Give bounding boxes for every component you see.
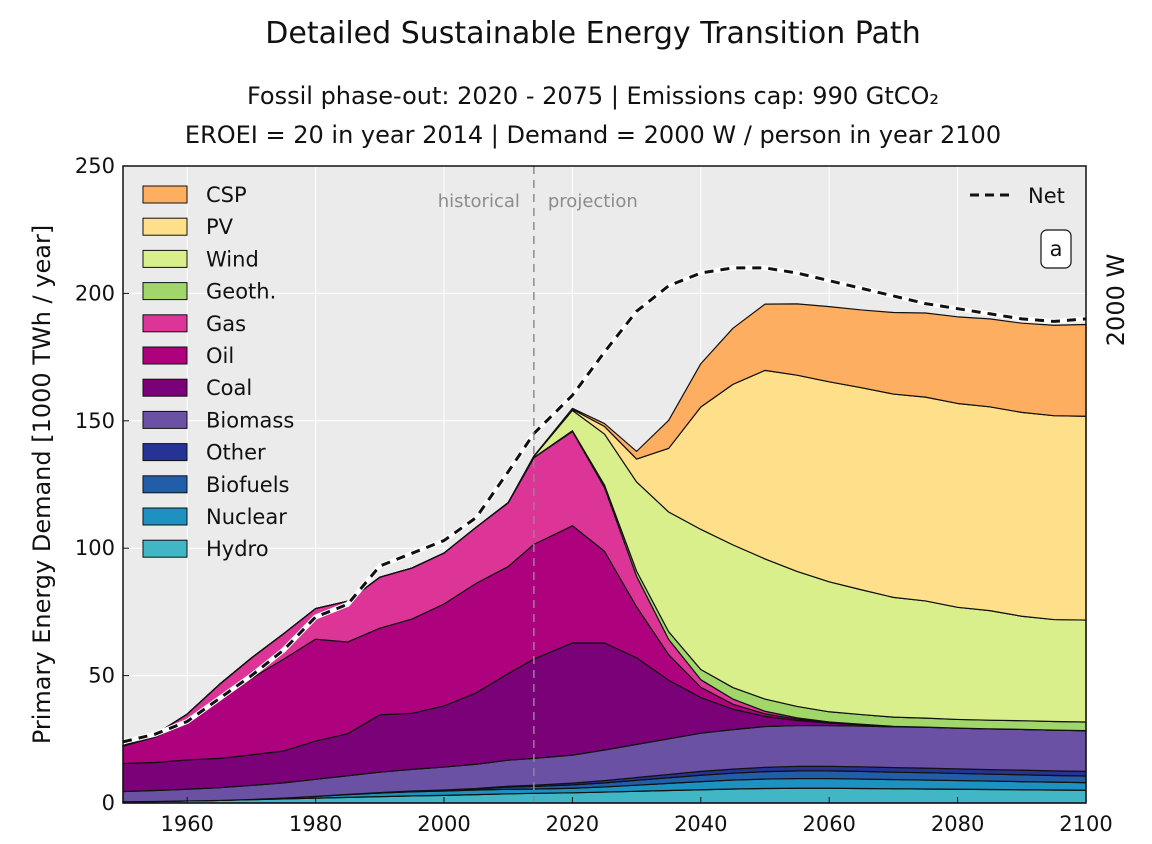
y-tick-label-0: 0 bbox=[102, 791, 115, 815]
historical-divider: historical projection bbox=[438, 166, 638, 803]
x-tick-label-2040: 2040 bbox=[674, 812, 727, 836]
annotation-historical: historical bbox=[438, 191, 520, 212]
plot-frame bbox=[122, 165, 1087, 804]
x-tick-label-2100: 2100 bbox=[1059, 812, 1112, 836]
legend-label-hydro: Hydro bbox=[206, 537, 269, 561]
legend-label-geoth: Geoth. bbox=[206, 280, 276, 304]
y-tick-label-250: 250 bbox=[75, 154, 115, 178]
annotation-projection: projection bbox=[548, 191, 638, 212]
legend-swatch-other bbox=[142, 443, 188, 462]
legend-swatch-geoth bbox=[142, 282, 188, 301]
chart-title: Detailed Sustainable Energy Transition P… bbox=[265, 16, 921, 51]
legend-swatch-csp bbox=[142, 185, 188, 204]
x-tick-label-1960: 1960 bbox=[160, 812, 213, 836]
legend-swatch-pv bbox=[142, 217, 188, 236]
x-tick-label-2060: 2060 bbox=[802, 812, 855, 836]
legend-label-gas: Gas bbox=[206, 312, 246, 336]
net-line bbox=[122, 266, 1087, 744]
legend-label-biomass: Biomass bbox=[206, 408, 294, 432]
legend-label-biofuels: Biofuels bbox=[206, 473, 290, 497]
chart-subtitle-line2: EROEI = 20 in year 2014 | Demand = 2000 … bbox=[184, 121, 1002, 149]
y-tick-label-100: 100 bbox=[75, 536, 115, 560]
y-tick-label-150: 150 bbox=[75, 409, 115, 433]
legend-swatch-biomass bbox=[142, 410, 188, 429]
legend-label-coal: Coal bbox=[206, 376, 252, 400]
legend: CSP PV Wind Geoth. Gas Oil Coal Biomass Other Bio… bbox=[142, 183, 1072, 561]
legend-swatch-gas bbox=[142, 314, 188, 333]
stacked-areas bbox=[122, 303, 1087, 804]
panel-label-box bbox=[1040, 229, 1072, 269]
legend-swatch-nuclear bbox=[142, 507, 188, 526]
legend-swatch-hydro bbox=[142, 539, 188, 558]
right-axis-label: 2000 W bbox=[1102, 254, 1130, 346]
legend-swatch-wind bbox=[142, 249, 188, 268]
x-tick-label-2080: 2080 bbox=[931, 812, 984, 836]
y-axis-label: Primary Energy Demand [1000 TWh / year] bbox=[28, 225, 56, 744]
y-tick-label-50: 50 bbox=[88, 664, 115, 688]
x-tick-label-2000: 2000 bbox=[417, 812, 470, 836]
panel-label: a bbox=[1050, 237, 1063, 261]
net-line-group bbox=[122, 265, 1087, 745]
x-tick-label-1980: 1980 bbox=[289, 812, 342, 836]
chart-subtitle-line1: Fossil phase-out: 2020 - 2075 | Emission… bbox=[246, 82, 940, 110]
legend-label-csp: CSP bbox=[206, 183, 247, 207]
legend-label-wind: Wind bbox=[206, 247, 259, 271]
legend-net-label: Net bbox=[1028, 184, 1065, 208]
legend-label-other: Other bbox=[206, 441, 266, 465]
axis-ticks: 1960 1980 2000 2020 2040 2060 2080 2100 0 50 100 15… bbox=[75, 154, 1113, 836]
axis-labels: Primary Energy Demand [1000 TWh / year] 2… bbox=[28, 225, 1130, 744]
legend-swatch-biofuels bbox=[142, 475, 188, 494]
legend-label-oil: Oil bbox=[206, 344, 234, 368]
legend-swatch-coal bbox=[142, 378, 188, 397]
legend-label-pv: PV bbox=[206, 215, 234, 239]
y-tick-label-200: 200 bbox=[75, 281, 115, 305]
legend-label-nuclear: Nuclear bbox=[206, 505, 287, 529]
x-tick-label-2020: 2020 bbox=[546, 812, 599, 836]
legend-swatch-oil bbox=[142, 346, 188, 365]
